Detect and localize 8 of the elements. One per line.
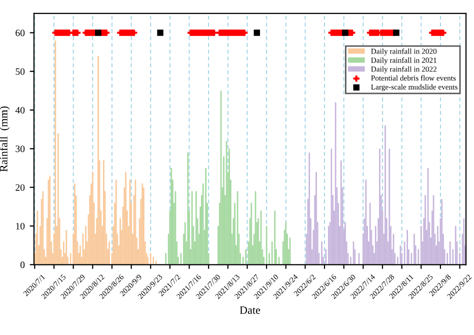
y-tick-label: 0 <box>20 262 25 268</box>
y-tick-label: 30 <box>16 146 25 152</box>
y-tick-label: 10 <box>16 222 25 230</box>
y-tick-label: 40 <box>15 106 25 114</box>
y-tick-label: 60 <box>16 30 25 36</box>
x-axis-title: Date <box>240 306 260 314</box>
y-tick-label: 50 <box>16 68 25 75</box>
y-tick-label: 20 <box>16 184 25 191</box>
